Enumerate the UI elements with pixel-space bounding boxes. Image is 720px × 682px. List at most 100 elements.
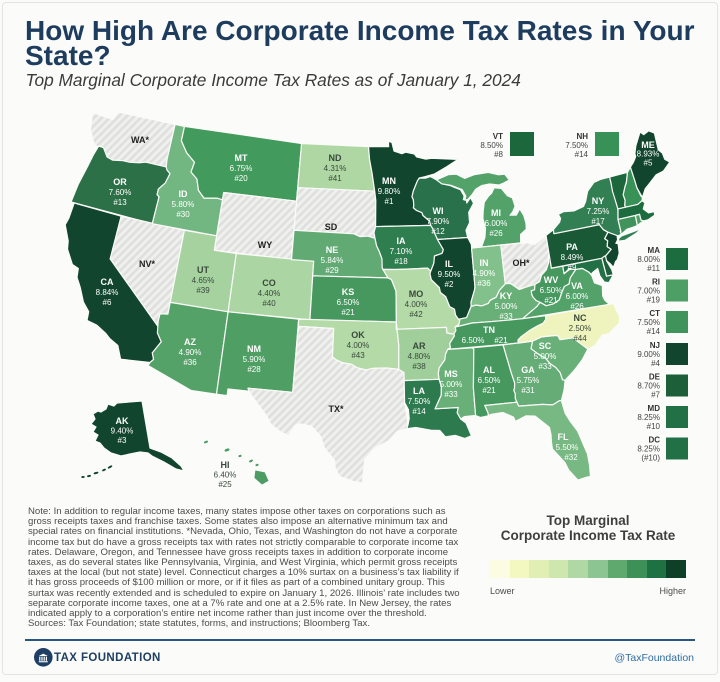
svg-text:9.00%: 9.00%	[637, 350, 660, 359]
svg-text:#42: #42	[409, 310, 423, 319]
svg-text:4.00%: 4.00%	[405, 300, 428, 309]
svg-text:KS: KS	[342, 287, 355, 297]
svg-text:#11: #11	[647, 264, 660, 273]
svg-text:FL: FL	[558, 432, 569, 442]
svg-text:DE: DE	[649, 373, 661, 382]
svg-text:#31: #31	[521, 386, 535, 395]
svg-text:5.00%: 5.00%	[534, 352, 557, 361]
svg-text:MO: MO	[409, 289, 424, 299]
svg-text:#8: #8	[494, 150, 503, 159]
svg-text:#17: #17	[591, 217, 605, 226]
svg-text:VA: VA	[571, 281, 583, 291]
svg-text:#3: #3	[118, 436, 127, 445]
svg-text:ND: ND	[329, 153, 342, 163]
svg-text:8.84%: 8.84%	[96, 288, 119, 297]
svg-text:8.93%: 8.93%	[637, 150, 660, 159]
svg-text:#33: #33	[538, 362, 552, 371]
svg-text:4.31%: 4.31%	[324, 164, 347, 173]
svg-text:4.90%: 4.90%	[473, 269, 496, 278]
svg-text:6.40%: 6.40%	[214, 471, 237, 480]
svg-text:CO: CO	[262, 278, 276, 288]
svg-text:#9: #9	[568, 263, 577, 272]
svg-text:6.75%: 6.75%	[230, 164, 253, 173]
svg-text:VT: VT	[493, 132, 503, 141]
svg-text:TX*: TX*	[328, 404, 344, 414]
svg-text:#32: #32	[564, 453, 578, 462]
svg-text:5.00%: 5.00%	[440, 380, 463, 389]
svg-text:OH*: OH*	[512, 258, 530, 268]
svg-text:ME: ME	[641, 140, 655, 150]
svg-text:#21: #21	[482, 386, 496, 395]
svg-text:8.00%: 8.00%	[637, 255, 660, 264]
svg-text:AR: AR	[413, 341, 426, 351]
svg-text:MN: MN	[382, 176, 396, 186]
svg-text:5.00%: 5.00%	[495, 302, 518, 311]
svg-text:4.00%: 4.00%	[347, 341, 370, 350]
svg-text:IA: IA	[397, 236, 407, 246]
svg-text:#4: #4	[651, 359, 660, 368]
svg-text:7.50%: 7.50%	[637, 318, 660, 327]
svg-text:#14: #14	[647, 327, 661, 336]
svg-text:UT: UT	[197, 265, 209, 275]
svg-text:NH: NH	[576, 132, 588, 141]
svg-text:LA: LA	[413, 386, 425, 396]
svg-text:6.50%: 6.50%	[478, 376, 501, 385]
svg-text:MS: MS	[444, 369, 458, 379]
svg-text:CT: CT	[649, 309, 660, 318]
svg-text:IN: IN	[480, 258, 489, 268]
svg-text:NY: NY	[592, 196, 605, 206]
svg-text:5.84%: 5.84%	[321, 256, 344, 265]
svg-text:2.50%: 2.50%	[569, 324, 592, 333]
svg-text:NJ: NJ	[650, 341, 660, 350]
svg-text:#14: #14	[412, 407, 426, 416]
svg-text:SD: SD	[325, 222, 338, 232]
svg-text:#18: #18	[394, 257, 408, 266]
svg-text:#44: #44	[573, 334, 587, 343]
svg-text:#26: #26	[489, 229, 503, 238]
svg-text:NM: NM	[247, 344, 261, 354]
svg-text:AK: AK	[116, 416, 129, 426]
svg-text:#43: #43	[351, 351, 365, 360]
svg-text:WV: WV	[544, 275, 559, 285]
svg-text:HI: HI	[221, 460, 230, 470]
svg-text:4.80%: 4.80%	[408, 352, 431, 361]
svg-text:#13: #13	[113, 198, 127, 207]
svg-text:4.40%: 4.40%	[258, 289, 281, 298]
svg-text:6.50%: 6.50%	[337, 298, 360, 307]
svg-text:5.75%: 5.75%	[517, 376, 540, 385]
svg-text:#6: #6	[103, 298, 112, 307]
svg-text:#14: #14	[575, 150, 589, 159]
svg-text:RI: RI	[652, 278, 660, 287]
svg-text:7.25%: 7.25%	[587, 207, 610, 216]
svg-text:AL: AL	[483, 365, 495, 375]
svg-text:OK: OK	[351, 330, 365, 340]
svg-text:#26: #26	[570, 302, 584, 311]
svg-text:6.00%: 6.00%	[566, 292, 589, 301]
svg-text:MD: MD	[648, 404, 661, 413]
svg-text:NC: NC	[574, 313, 587, 323]
svg-text:MI: MI	[491, 208, 501, 218]
svg-text:#21: #21	[494, 336, 508, 345]
svg-text:#33: #33	[499, 312, 513, 321]
svg-text:7.00%: 7.00%	[637, 287, 660, 296]
svg-text:TN: TN	[483, 325, 495, 335]
svg-text:6.50%: 6.50%	[540, 286, 563, 295]
svg-text:#41: #41	[328, 174, 342, 183]
svg-text:#36: #36	[183, 358, 197, 367]
svg-text:9.40%: 9.40%	[111, 427, 134, 436]
svg-text:#7: #7	[651, 391, 660, 400]
svg-text:#5: #5	[644, 158, 653, 167]
svg-text:7.50%: 7.50%	[408, 397, 431, 406]
svg-text:7.10%: 7.10%	[390, 247, 413, 256]
svg-text:9.80%: 9.80%	[378, 187, 401, 196]
svg-text:SC: SC	[539, 341, 552, 351]
svg-text:WA*: WA*	[131, 135, 149, 145]
svg-text:#20: #20	[234, 174, 248, 183]
svg-text:#33: #33	[444, 390, 458, 399]
svg-text:#21: #21	[544, 296, 558, 305]
svg-text:8.49%: 8.49%	[561, 253, 584, 262]
svg-text:7.50%: 7.50%	[565, 141, 588, 150]
svg-text:6.00%: 6.00%	[485, 219, 508, 228]
svg-text:#30: #30	[176, 210, 190, 219]
svg-text:#36: #36	[477, 279, 491, 288]
